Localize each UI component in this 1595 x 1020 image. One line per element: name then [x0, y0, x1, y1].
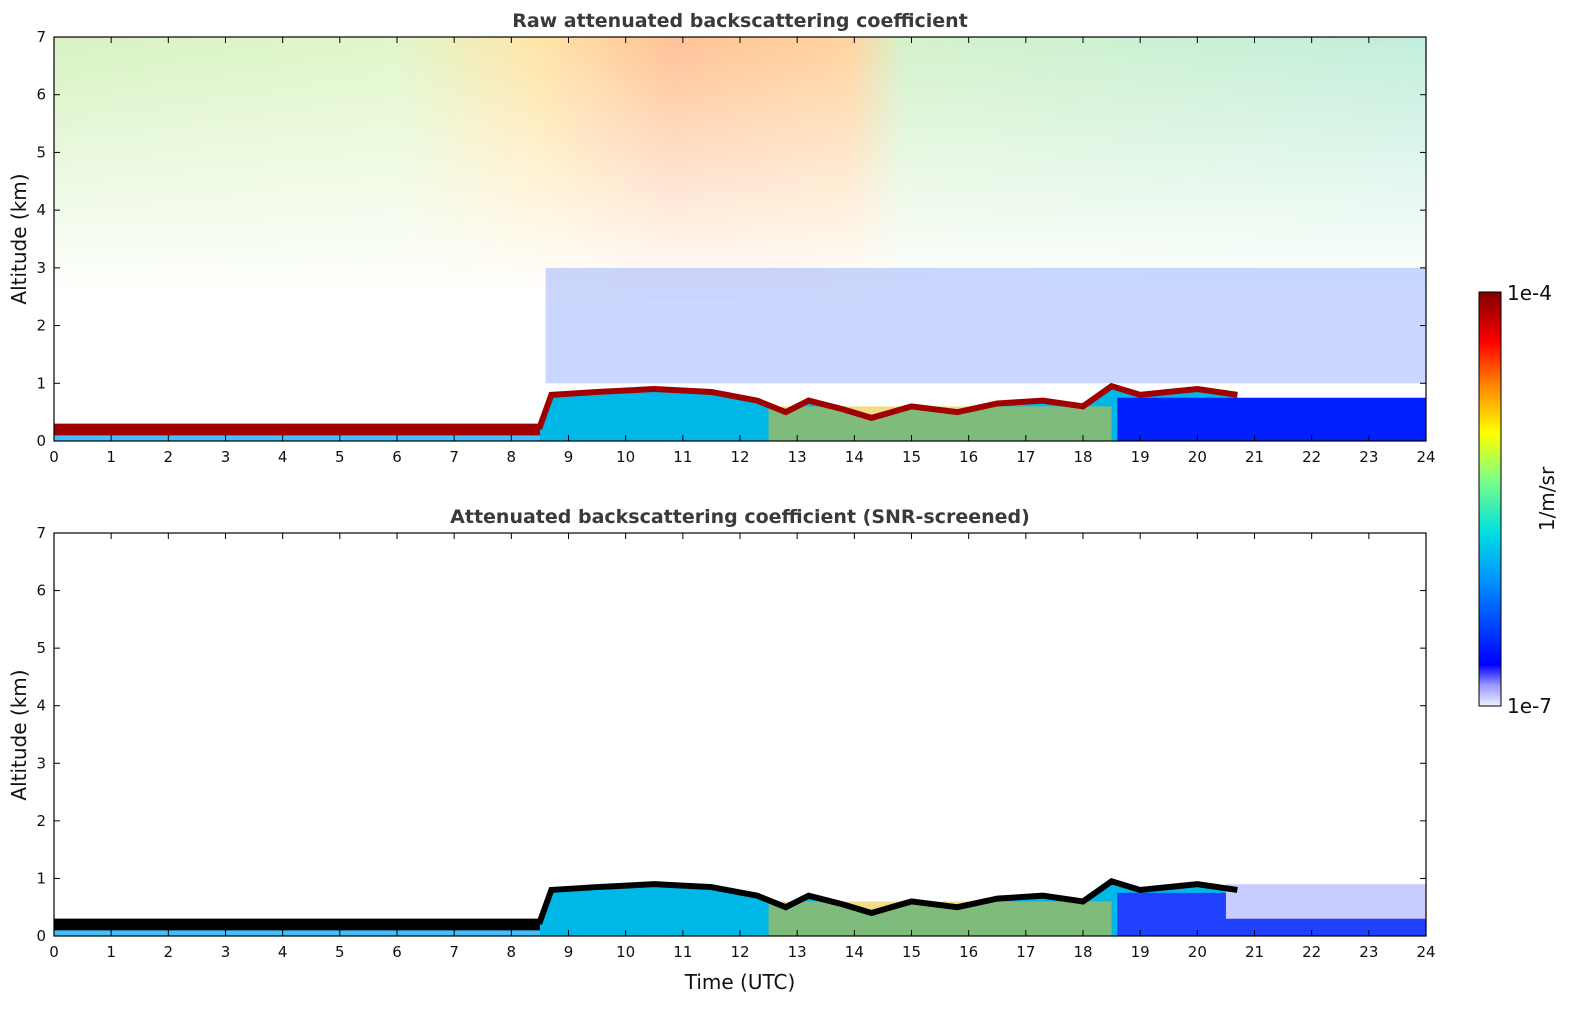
x-tick-label: 0: [49, 448, 59, 466]
screened-y-axis: 0 1 2 3 4 5 6 7: [36, 524, 1426, 945]
colorbar-max-label: 1e-4: [1507, 281, 1552, 305]
y-tick-label: 2: [36, 812, 46, 830]
x-tick-label: 13: [788, 448, 807, 466]
x-tick-label: 18: [1073, 943, 1092, 961]
x-tick-label: 24: [1416, 943, 1435, 961]
x-tick-label: 21: [1245, 943, 1264, 961]
x-tick-label: 23: [1359, 448, 1378, 466]
colorbar: 1e-4 1e-7 1/m/sr: [1478, 281, 1559, 718]
y-tick-label: 3: [36, 259, 46, 277]
panel-raw: Raw attenuated backscattering coefficien…: [7, 10, 1436, 466]
raw-sky-fade: [54, 37, 1426, 297]
x-tick-label: 20: [1188, 448, 1207, 466]
x-tick-label: 13: [788, 943, 807, 961]
x-tick-label: 17: [1016, 448, 1035, 466]
x-tick-label: 14: [845, 943, 864, 961]
x-tick-label: 10: [616, 448, 635, 466]
y-tick-label: 6: [36, 582, 46, 600]
screened-y-axis-label: Altitude (km): [7, 669, 31, 800]
raw-title: Raw attenuated backscattering coefficien…: [512, 10, 968, 32]
raw-y-axis: 0 1 2 3 4 5 6 7: [36, 28, 1426, 450]
x-tick-label: 1: [106, 448, 116, 466]
y-tick-label: 3: [36, 754, 46, 772]
colorbar-gradient: [1478, 291, 1502, 707]
residual-layer: [1117, 397, 1426, 441]
y-tick-label: 1: [36, 374, 46, 392]
x-tick-label: 18: [1073, 448, 1092, 466]
x-tick-label: 10: [616, 943, 635, 961]
screened-x-axis-label: Time (UTC): [684, 970, 796, 994]
layer-top-line: [54, 878, 1238, 925]
screened-faint-layer: [1225, 884, 1426, 919]
panel-screened: Attenuated backscattering coefficient (S…: [7, 506, 1436, 994]
x-tick-label: 5: [335, 448, 345, 466]
x-tick-label: 7: [449, 448, 459, 466]
x-tick-label: 11: [673, 448, 692, 466]
screened-plot-frame: [53, 532, 1427, 937]
x-tick-label: 0: [49, 943, 59, 961]
x-tick-label: 9: [564, 448, 574, 466]
layer-top-line: [54, 382, 1238, 430]
x-tick-label: 5: [335, 943, 345, 961]
x-tick-label: 2: [164, 943, 174, 961]
x-tick-label: 7: [449, 943, 459, 961]
x-tick-label: 15: [902, 448, 921, 466]
x-tick-label: 21: [1245, 448, 1264, 466]
x-tick-label: 24: [1416, 448, 1435, 466]
x-tick-label: 14: [845, 448, 864, 466]
x-tick-label: 19: [1131, 448, 1150, 466]
x-tick-label: 4: [278, 448, 288, 466]
x-tick-label: 22: [1302, 943, 1321, 961]
x-tick-label: 2: [164, 448, 174, 466]
x-tick-label: 12: [730, 448, 749, 466]
x-tick-label: 11: [673, 943, 692, 961]
y-tick-label: 7: [36, 28, 46, 46]
screened-title: Attenuated backscattering coefficient (S…: [450, 506, 1030, 528]
x-tick-label: 1: [106, 943, 116, 961]
x-tick-label: 17: [1016, 943, 1035, 961]
x-tick-label: 9: [564, 943, 574, 961]
y-tick-label: 4: [36, 697, 46, 715]
colorbar-min-label: 1e-7: [1507, 694, 1552, 718]
raw-heatmap-field: [54, 37, 1426, 441]
y-tick-label: 2: [36, 317, 46, 335]
raw-lower-noise: [545, 267, 1426, 384]
y-tick-label: 6: [36, 86, 46, 104]
x-tick-label: 16: [959, 943, 978, 961]
x-tick-label: 4: [278, 943, 288, 961]
x-tick-label: 15: [902, 943, 921, 961]
y-tick-label: 5: [36, 639, 46, 657]
x-tick-label: 3: [221, 943, 231, 961]
x-tick-label: 22: [1302, 448, 1321, 466]
x-tick-label: 3: [221, 448, 231, 466]
raw-y-axis-label: Altitude (km): [7, 173, 31, 304]
y-tick-label: 7: [36, 524, 46, 542]
y-tick-label: 4: [36, 201, 46, 219]
colorbar-unit-label: 1/m/sr: [1535, 466, 1559, 531]
x-tick-label: 6: [392, 943, 402, 961]
y-tick-label: 0: [36, 432, 46, 450]
screened-heatmap-field: [54, 878, 1426, 936]
x-tick-label: 16: [959, 448, 978, 466]
raw-x-axis: 0 1 2 3 4 5 6 7 8 9 10 11 12 13 14 15 16 17 18 19 20 21 22 23 24: [49, 37, 1436, 466]
x-tick-label: 20: [1188, 943, 1207, 961]
x-tick-label: 23: [1359, 943, 1378, 961]
y-tick-label: 5: [36, 143, 46, 161]
x-tick-label: 8: [507, 448, 517, 466]
screened-x-axis: 0 1 2 3 4 5 6 7 8 9 10 11 12 13 14 15 16 17 18 19 20 21 22 23 24: [49, 533, 1436, 961]
x-tick-label: 19: [1131, 943, 1150, 961]
y-tick-label: 1: [36, 869, 46, 887]
x-tick-label: 8: [507, 943, 517, 961]
y-tick-label: 0: [36, 927, 46, 945]
x-tick-label: 6: [392, 448, 402, 466]
x-tick-label: 12: [730, 943, 749, 961]
